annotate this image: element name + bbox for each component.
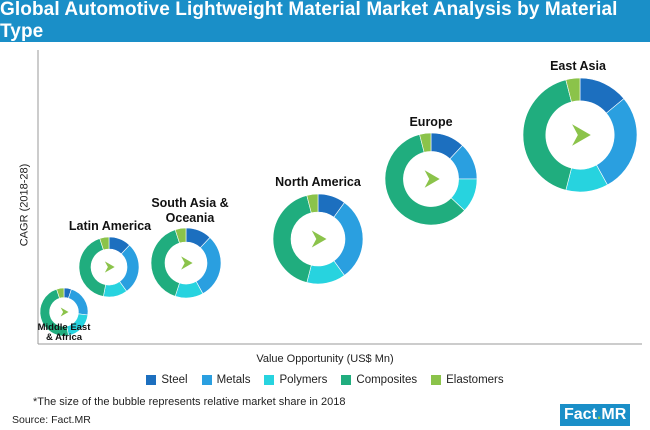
- legend-item-polymers: Polymers: [264, 374, 327, 386]
- donut-slice-north-america-elastomers: [306, 193, 319, 214]
- legend-label: Steel: [161, 374, 188, 386]
- growth-arrow-icon: [311, 230, 327, 248]
- legend-swatch: [146, 375, 157, 385]
- x-axis-label: Value Opportunity (US$ Mn): [256, 353, 394, 365]
- donut-slice-north-america-metals: [333, 202, 364, 276]
- region-label-south-asia-oceania: Oceania: [166, 211, 216, 225]
- donut-slice-middle-east-africa-metals: [68, 288, 89, 316]
- logo-text-main: Fact: [564, 406, 597, 423]
- legend-swatch: [341, 375, 352, 385]
- donut-slice-middle-east-africa-elastomers: [56, 287, 65, 299]
- donut-slice-latin-america-elastomers: [99, 236, 110, 251]
- donut-slice-east-asia-metals: [596, 98, 638, 186]
- legend-swatch: [431, 375, 442, 385]
- chart-header: Global Automotive Lightweight Material M…: [0, 0, 650, 42]
- region-label-east-asia: East Asia: [550, 59, 607, 73]
- region-label-latin-america: Latin America: [69, 219, 152, 233]
- logo-text-dot: .: [596, 406, 602, 423]
- growth-arrow-icon: [60, 307, 69, 317]
- legend-swatch: [201, 375, 212, 385]
- legend: Steel Metals Polymers Composites Elastomers: [0, 374, 650, 386]
- growth-arrow-icon: [424, 170, 440, 188]
- factmr-logo: Fact. MR: [560, 404, 642, 426]
- donut-slice-south-asia-oceania-composites: [150, 229, 180, 297]
- donut-slice-east-asia-composites: [522, 79, 572, 191]
- growth-arrow-icon: [104, 261, 115, 273]
- region-label-middle-east-africa: Middle East: [38, 322, 92, 333]
- growth-arrow-icon: [572, 124, 591, 146]
- legend-item-composites: Composites: [341, 374, 417, 386]
- donut-slice-europe-composites: [384, 134, 465, 226]
- legend-label: Metals: [216, 374, 251, 386]
- chart-plot: Middle East& Africa Latin America South As…: [37, 50, 642, 345]
- footnote: *The size of the bubble represents relat…: [33, 396, 346, 408]
- legend-label: Polymers: [279, 374, 328, 386]
- source-note: Source: Fact.MR: [12, 414, 91, 426]
- legend-item-steel: Steel: [146, 374, 188, 386]
- donut-slice-north-america-composites: [272, 195, 312, 283]
- bubble-layer: Middle East& Africa Latin America South As…: [38, 59, 638, 343]
- donut-slice-europe-elastomers: [419, 132, 432, 153]
- logo-text-end: MR: [601, 406, 627, 423]
- legend-label: Composites: [356, 374, 418, 386]
- region-label-europe: Europe: [409, 115, 452, 129]
- y-axis-label-wrap: CAGR (2018-28): [14, 120, 34, 290]
- chart-title: Global Automotive Lightweight Material M…: [0, 0, 618, 42]
- y-axis-label: CAGR (2018-28): [18, 163, 31, 247]
- donut-slice-east-asia-elastomers: [565, 77, 581, 103]
- region-label-north-america: North America: [275, 175, 362, 189]
- legend-swatch: [264, 375, 275, 385]
- region-label-middle-east-africa: & Africa: [46, 332, 83, 343]
- growth-arrow-icon: [181, 256, 193, 270]
- donut-slice-latin-america-composites: [78, 238, 106, 297]
- logo-wordmark: Fact. MR: [560, 404, 631, 426]
- legend-label: Elastomers: [446, 374, 504, 386]
- region-label-south-asia-oceania: South Asia &: [151, 196, 228, 210]
- legend-item-metals: Metals: [201, 374, 251, 386]
- donut-slice-south-asia-oceania-elastomers: [174, 227, 187, 244]
- legend-item-elastomers: Elastomers: [431, 374, 504, 386]
